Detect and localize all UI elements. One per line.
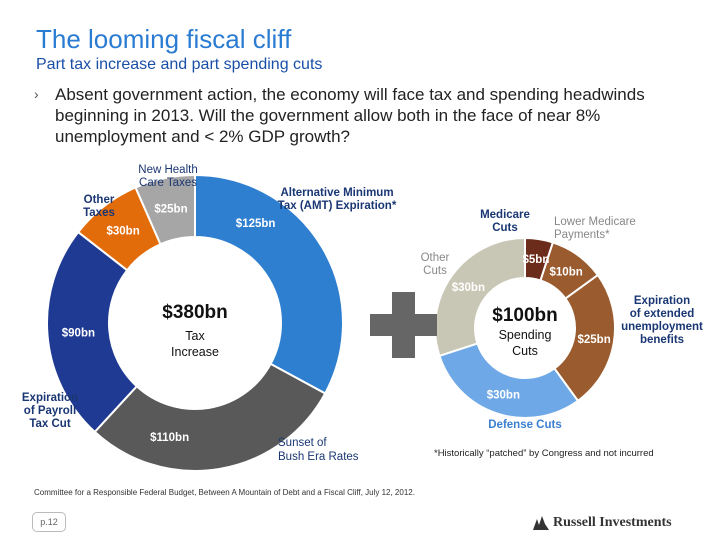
plus-icon [370, 292, 437, 358]
payroll-label-3: Tax Cut [29, 418, 71, 430]
unemployment-label-3: unemployment [621, 321, 703, 333]
amt-label-1: Alternative Minimum [280, 187, 394, 199]
defense-cuts-label: Defense Cuts [488, 419, 562, 431]
unemployment-label-2: of extended [629, 308, 695, 320]
tax-value-label-2: $90bn [62, 328, 95, 340]
tax-value-label-1: $110bn [150, 432, 189, 444]
logo-text: Russell Investments [553, 515, 672, 530]
tax-slice-2 [46, 230, 139, 434]
cuts-value-label-0: $10bn [550, 266, 583, 278]
cuts-value-label-3: $30bn [452, 282, 485, 294]
tax-value-label-3: $30bn [107, 226, 140, 238]
tax-slice-4 [134, 173, 196, 246]
medicare-cuts-label-1: Medicare [480, 209, 530, 221]
lower-medicare-label-2: Payments* [554, 229, 610, 241]
tax-value-label-0: $125bn [236, 218, 276, 230]
cuts-slice-3 [434, 236, 526, 358]
other-cuts-label-1: Other [420, 252, 450, 264]
medicare-cuts-label-2: Cuts [492, 222, 518, 234]
footnote: *Historically “patched” by Congress and … [434, 448, 654, 459]
bullet-marker: › [34, 86, 39, 102]
bush-rates-label-1: Sunset of [278, 437, 327, 449]
tax-slice-0 [194, 173, 344, 395]
unemployment-label-4: benefits [639, 334, 685, 346]
cuts-donut-chart: $10bn $25bn $30bn $30bn $5bn [434, 236, 616, 419]
payroll-label-1: Expiration [21, 392, 79, 404]
new-health-label-1: New Health [138, 164, 198, 176]
amt-label-2: Tax (AMT) Expiration* [277, 200, 397, 212]
tax-slice-1 [93, 362, 327, 472]
bush-rates-label-2: Bush Era Rates [278, 451, 359, 463]
logo-icon [533, 516, 549, 530]
bullet-text: Absent government action, the economy wi… [55, 85, 645, 146]
payroll-label-2: of Payroll [23, 405, 77, 417]
cuts-slice-4 [524, 236, 555, 282]
cuts-center-label-1: Spending [498, 328, 552, 342]
tax-donut-chart: $125bn $110bn $90bn $30bn $25bn [46, 173, 344, 472]
unemployment-label-1: Expiration [633, 295, 691, 307]
russell-investments-logo: Russell Investments [533, 515, 672, 531]
other-cuts-label-2: Cuts [423, 265, 447, 277]
other-taxes-label-1: Other [83, 194, 115, 206]
slide-subtitle: Part tax increase and part spending cuts [36, 56, 323, 73]
tax-value-label-4: $25bn [154, 203, 187, 215]
cuts-total-value: $100bn [492, 305, 558, 326]
slide-title: The looming fiscal cliff [36, 24, 292, 54]
source-citation: Committee for a Responsible Federal Budg… [34, 488, 415, 497]
cuts-slice-2 [438, 342, 580, 419]
lower-medicare-label-1: Lower Medicare [554, 216, 636, 228]
cuts-value-label-1: $25bn [578, 334, 611, 346]
tax-total-value: $380bn [162, 302, 228, 323]
cuts-value-label-4: $5bn [523, 254, 550, 266]
cuts-value-label-2: $30bn [487, 390, 520, 402]
tax-center-label-1: Tax [185, 329, 205, 343]
new-health-label-2: Care Taxes [139, 177, 197, 189]
page-number: p.12 [32, 512, 66, 532]
tax-center-label-2: Increase [171, 345, 219, 359]
other-taxes-label-2: Taxes [83, 207, 115, 219]
cuts-center-label-2: Cuts [512, 344, 538, 358]
